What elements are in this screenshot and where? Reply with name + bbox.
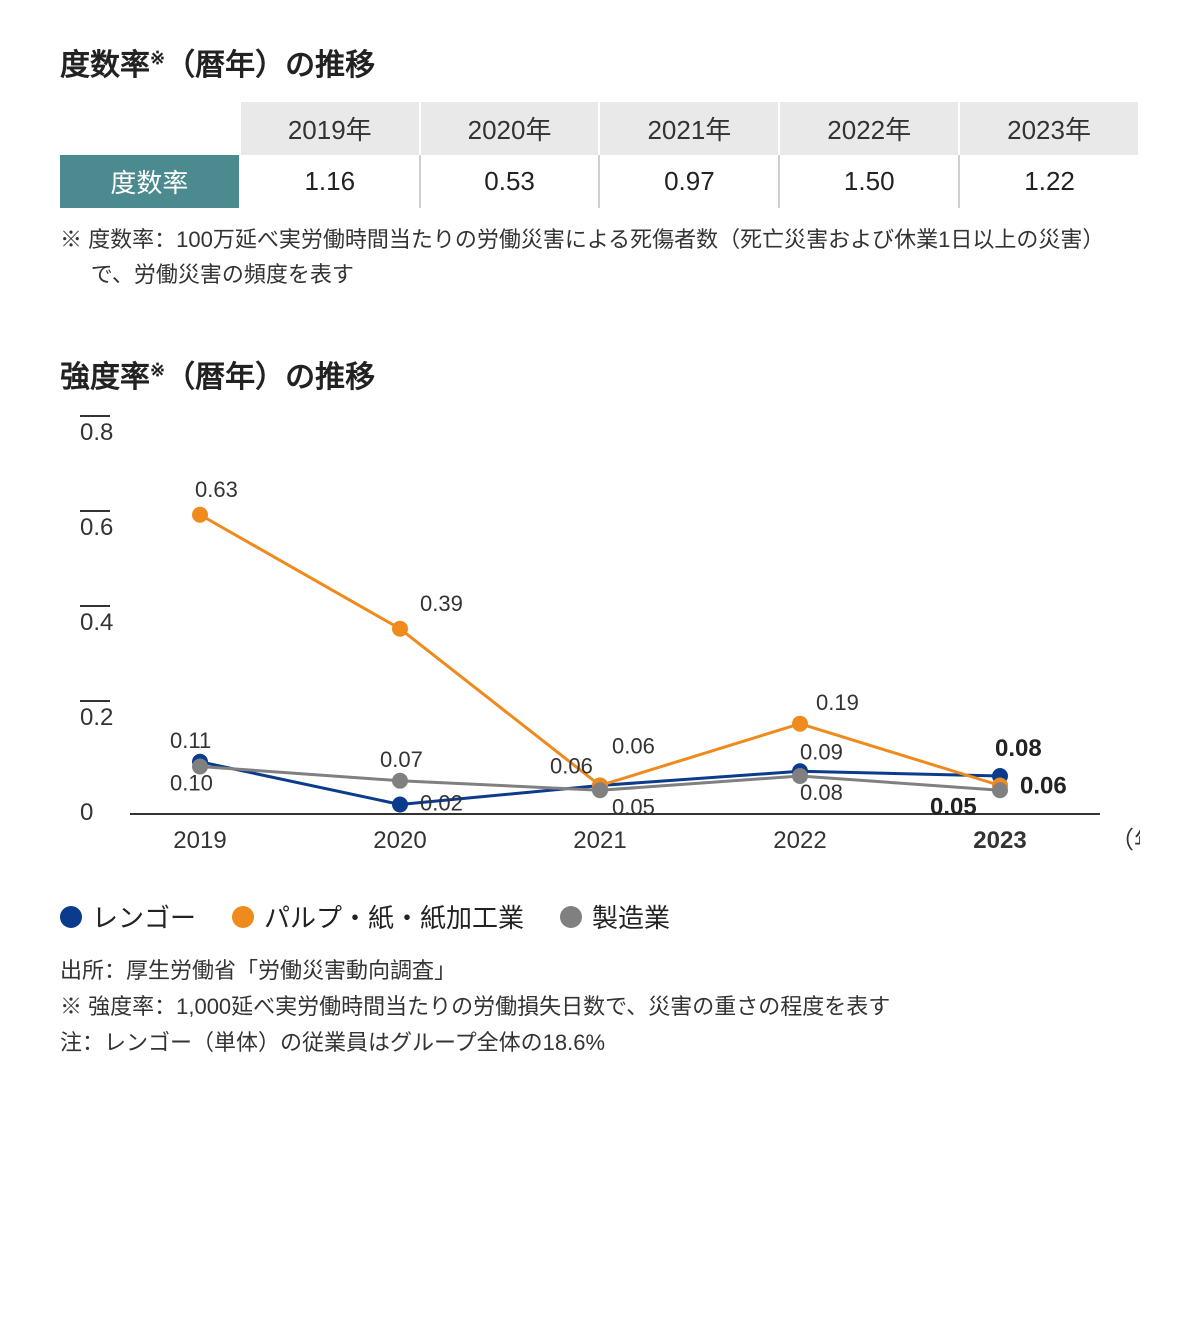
svg-text:0.06: 0.06 bbox=[550, 754, 593, 779]
table-col-header: 2020年 bbox=[420, 102, 600, 155]
severity-chart: 0 0.2 0.4 0.6 0.8 2019 2020 2021 2022 2023 （年） 0.11… bbox=[60, 414, 1140, 874]
chart-legend: レンゴー パルプ・紙・紙加工業 製造業 bbox=[60, 898, 1140, 935]
svg-text:0.19: 0.19 bbox=[816, 690, 859, 715]
title-sup: ※ bbox=[150, 48, 165, 68]
title-sup: ※ bbox=[150, 360, 165, 380]
legend-dot bbox=[60, 906, 82, 928]
svg-text:0.05: 0.05 bbox=[930, 794, 977, 821]
legend-label: レンゴー bbox=[92, 898, 196, 935]
svg-text:0.10: 0.10 bbox=[170, 771, 213, 796]
svg-text:0.06: 0.06 bbox=[1020, 773, 1067, 800]
table-row-header: 度数率 bbox=[60, 155, 240, 208]
svg-text:2023: 2023 bbox=[973, 827, 1026, 854]
section2-title: 強度率※（暦年）の推移 bbox=[60, 352, 1140, 396]
svg-text:0.63: 0.63 bbox=[195, 477, 238, 502]
svg-text:0.08: 0.08 bbox=[800, 780, 843, 805]
svg-text:0.07: 0.07 bbox=[380, 747, 423, 772]
table-cell: 0.53 bbox=[420, 155, 600, 208]
table-cell: 0.97 bbox=[599, 155, 779, 208]
svg-text:0.4: 0.4 bbox=[80, 609, 113, 636]
legend-dot bbox=[560, 906, 582, 928]
svg-text:0.11: 0.11 bbox=[170, 728, 211, 753]
legend-dot bbox=[232, 906, 254, 928]
svg-text:0.39: 0.39 bbox=[420, 591, 463, 616]
svg-text:0.08: 0.08 bbox=[995, 735, 1042, 762]
table-col-header: 2022年 bbox=[779, 102, 959, 155]
title-text-post: （暦年）の推移 bbox=[165, 361, 375, 394]
section2-footnote2: 注：レンゴー（単体）の従業員はグループ全体の18.6% bbox=[60, 1025, 1140, 1057]
legend-label: 製造業 bbox=[592, 898, 670, 935]
svg-text:（年）: （年） bbox=[1110, 827, 1140, 854]
svg-text:0.06: 0.06 bbox=[612, 734, 655, 759]
svg-text:0.02: 0.02 bbox=[420, 791, 463, 816]
severity-chart-svg: 0 0.2 0.4 0.6 0.8 2019 2020 2021 2022 2023 （年） 0.11… bbox=[60, 414, 1140, 874]
title-text-post: （暦年）の推移 bbox=[165, 49, 375, 82]
title-text-pre: 強度率 bbox=[60, 361, 150, 394]
title-text-pre: 度数率 bbox=[60, 49, 150, 82]
svg-text:0.8: 0.8 bbox=[80, 419, 113, 446]
section1-footnote: ※ 度数率：100万延べ実労働時間当たりの労働災害による死傷者数（死亡災害および… bbox=[60, 222, 1140, 292]
legend-item: レンゴー bbox=[60, 898, 196, 935]
svg-text:0.05: 0.05 bbox=[612, 795, 655, 820]
table-col-header: 2021年 bbox=[599, 102, 779, 155]
table-row: 度数率 1.16 0.53 0.97 1.50 1.22 bbox=[60, 155, 1139, 208]
svg-text:2022: 2022 bbox=[773, 827, 826, 854]
frequency-table: 2019年 2020年 2021年 2022年 2023年 度数率 1.16 0… bbox=[60, 102, 1140, 208]
chart-source: 出所：厚生労働省「労働災害動向調査」 bbox=[60, 953, 1140, 985]
legend-label: パルプ・紙・紙加工業 bbox=[264, 898, 524, 935]
legend-item: 製造業 bbox=[560, 898, 670, 935]
legend-item: パルプ・紙・紙加工業 bbox=[232, 898, 524, 935]
table-cell: 1.16 bbox=[240, 155, 420, 208]
section1-title: 度数率※（暦年）の推移 bbox=[60, 40, 1140, 84]
table-cell: 1.22 bbox=[959, 155, 1139, 208]
table-col-header: 2019年 bbox=[240, 102, 420, 155]
svg-text:2021: 2021 bbox=[573, 827, 626, 854]
svg-text:0.09: 0.09 bbox=[800, 740, 843, 765]
table-cell: 1.50 bbox=[779, 155, 959, 208]
svg-text:2020: 2020 bbox=[373, 827, 426, 854]
svg-text:0.6: 0.6 bbox=[80, 514, 113, 541]
svg-text:0: 0 bbox=[80, 799, 93, 826]
table-col-header: 2023年 bbox=[959, 102, 1139, 155]
svg-text:0.2: 0.2 bbox=[80, 704, 113, 731]
section2-footnote1: ※ 強度率：1,000延べ実労働時間当たりの労働損失日数で、災害の重さの程度を表… bbox=[60, 989, 1140, 1021]
table-blank-header bbox=[60, 102, 240, 155]
svg-text:2019: 2019 bbox=[173, 827, 226, 854]
